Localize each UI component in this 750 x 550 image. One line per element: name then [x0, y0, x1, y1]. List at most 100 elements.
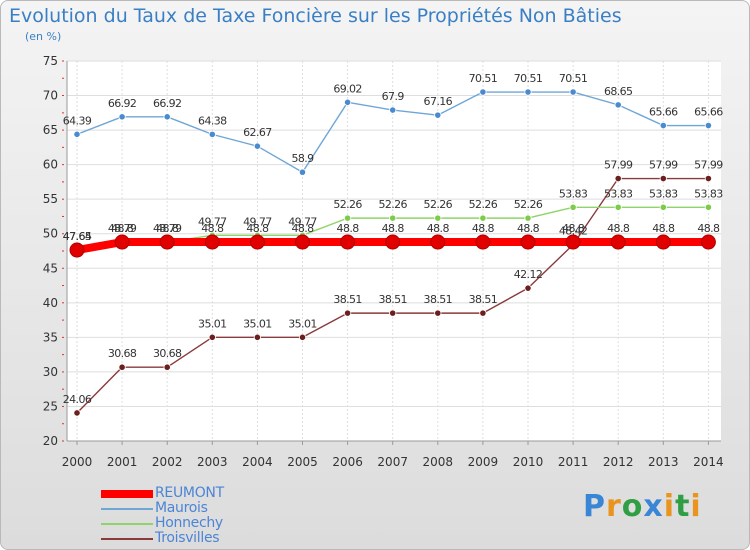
legend: REUMONT Maurois Honnechy Troisvilles — [101, 485, 301, 546]
y-tick-label: 55 — [43, 192, 58, 206]
data-label-troisvilles: 38.51 — [378, 293, 407, 306]
marker-maurois — [343, 98, 352, 106]
marker-honnechy — [343, 214, 352, 222]
marker-reumont — [340, 234, 356, 250]
marker-honnechy — [389, 214, 397, 222]
x-tick-label: 2010 — [513, 455, 544, 469]
data-label-reumont: 47.64 — [63, 230, 92, 243]
data-label-troisvilles: 57.99 — [604, 159, 633, 172]
marker-maurois — [704, 121, 713, 130]
marker-maurois — [163, 113, 171, 121]
data-label-maurois: 65.66 — [694, 106, 723, 119]
marker-troisvilles — [343, 309, 352, 317]
data-label-reumont: 48.8 — [652, 222, 675, 235]
data-label-honnechy: 48.79 — [108, 222, 137, 235]
marker-troisvilles — [434, 309, 442, 317]
marker-maurois — [479, 88, 487, 96]
data-label-maurois: 66.92 — [108, 97, 137, 110]
logo-letter: o — [621, 489, 644, 524]
y-tick-label: 20 — [43, 434, 58, 448]
logo-letter: i — [690, 489, 702, 524]
x-tick-label: 2003 — [197, 455, 228, 469]
y-tick-label: 60 — [43, 158, 58, 172]
data-label-maurois: 68.65 — [604, 85, 633, 98]
x-tick-label: 2008 — [423, 455, 454, 469]
data-label-reumont: 48.8 — [382, 222, 405, 235]
data-label-reumont: 48.8 — [562, 222, 585, 235]
marker-troisvilles — [73, 409, 81, 417]
x-tick-label: 2013 — [648, 455, 679, 469]
data-label-honnechy: 48.79 — [153, 222, 182, 235]
data-label-honnechy: 52.26 — [514, 198, 543, 211]
data-label-reumont: 48.8 — [201, 222, 224, 235]
marker-troisvilles — [659, 174, 667, 183]
marker-reumont — [295, 234, 310, 250]
data-label-maurois: 70.51 — [514, 72, 543, 85]
data-label-reumont: 48.8 — [156, 222, 179, 235]
logo-letter: P — [583, 489, 606, 524]
data-label-troisvilles: 38.51 — [469, 293, 498, 306]
marker-reumont — [655, 234, 671, 250]
marker-maurois — [524, 88, 532, 96]
marker-honnechy — [704, 203, 713, 211]
x-tick-label: 2002 — [152, 455, 183, 469]
marker-honnechy — [569, 203, 577, 211]
marker-honnechy — [524, 214, 532, 222]
data-label-honnechy: 49.77 — [243, 215, 272, 228]
legend-swatch-honnechy — [101, 523, 153, 525]
plot-area — [67, 61, 721, 441]
data-label-honnechy: 53.83 — [694, 187, 723, 200]
marker-troisvilles — [298, 333, 307, 341]
marker-reumont — [204, 234, 220, 250]
legend-swatch-maurois — [101, 508, 153, 510]
x-tick-label: 2007 — [377, 455, 408, 469]
data-label-reumont: 48.8 — [291, 222, 314, 235]
marker-honnechy — [659, 203, 667, 211]
data-label-reumont: 48.8 — [697, 222, 720, 235]
x-tick-label: 2005 — [287, 455, 318, 469]
marker-reumont — [69, 242, 85, 258]
data-label-honnechy: 52.26 — [424, 198, 453, 211]
data-label-troisvilles: 24.06 — [63, 393, 92, 406]
data-label-troisvilles: 42.12 — [514, 268, 543, 281]
marker-reumont — [385, 234, 401, 250]
data-label-honnechy: 47.65 — [63, 230, 92, 243]
data-label-troisvilles: 57.99 — [649, 159, 678, 172]
data-label-honnechy: 52.26 — [469, 198, 498, 211]
legend-item-honnechy: Honnechy — [101, 515, 301, 531]
data-label-honnechy: 49.77 — [198, 215, 227, 228]
legend-item-reumont: REUMONT — [101, 485, 301, 501]
x-tick-label: 2009 — [468, 455, 499, 469]
marker-troisvilles — [163, 363, 171, 371]
data-label-troisvilles: 30.68 — [108, 347, 137, 360]
y-tick-label: 45 — [43, 261, 58, 275]
marker-troisvilles — [614, 174, 622, 183]
data-label-troisvilles: 48.42 — [559, 225, 588, 238]
data-label-reumont: 48.8 — [427, 222, 450, 235]
x-tick-label: 2001 — [107, 455, 138, 469]
data-label-troisvilles: 35.01 — [198, 317, 227, 330]
y-tick-label: 35 — [43, 330, 58, 344]
legend-swatch-reumont — [101, 490, 153, 498]
legend-label-reumont: REUMONT — [155, 485, 224, 501]
data-label-maurois: 64.38 — [198, 114, 227, 127]
data-label-troisvilles: 57.99 — [694, 159, 723, 172]
marker-troisvilles — [208, 333, 216, 341]
y-tick-label: 75 — [43, 54, 58, 68]
marker-maurois — [389, 106, 397, 114]
marker-reumont — [700, 234, 716, 250]
chart-title: Evolution du Taux de Taxe Foncière sur l… — [9, 5, 622, 27]
data-label-maurois: 66.92 — [153, 97, 182, 110]
data-label-reumont: 48.8 — [607, 222, 630, 235]
marker-maurois — [434, 111, 442, 119]
y-tick-label: 65 — [43, 123, 58, 137]
data-label-maurois: 65.66 — [649, 106, 678, 119]
marker-maurois — [208, 130, 216, 138]
data-label-maurois: 62.67 — [243, 126, 272, 139]
marker-maurois — [73, 130, 81, 138]
marker-reumont — [610, 234, 626, 250]
legend-label-maurois: Maurois — [155, 500, 208, 516]
marker-maurois — [118, 113, 126, 121]
